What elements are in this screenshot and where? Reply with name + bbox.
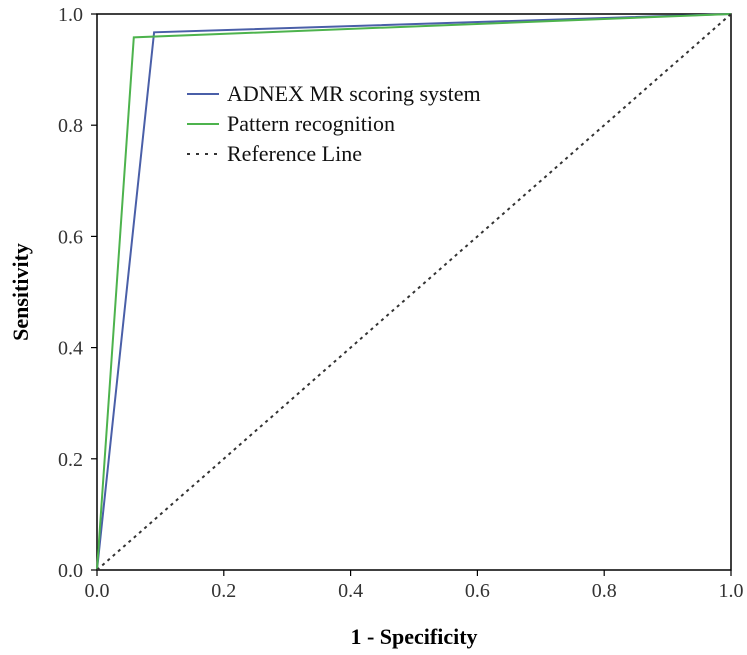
legend-label-1: ADNEX MR scoring system — [227, 81, 481, 106]
x-axis-ticks: 0.0 0.2 0.4 0.6 0.8 1.0 — [85, 570, 744, 602]
x-tick-label: 0.0 — [85, 580, 110, 602]
series-line-2 — [96, 13, 732, 571]
series-layer — [96, 13, 732, 571]
x-tick-label: 0.4 — [338, 580, 363, 602]
y-axis-title: Sensitivity — [8, 243, 33, 341]
y-axis-ticks: 0.0 0.2 0.4 0.6 0.8 1.0 — [58, 4, 97, 582]
legend-label-2: Pattern recognition — [227, 111, 395, 136]
series-line-1 — [96, 13, 732, 571]
x-tick-label: 1.0 — [719, 580, 744, 602]
x-tick-label: 0.2 — [211, 580, 236, 602]
y-tick-label: 0.8 — [58, 115, 83, 137]
x-axis-title: 1 - Specificity — [350, 624, 477, 649]
series-line-3 — [96, 13, 732, 571]
y-tick-label: 1.0 — [58, 4, 83, 26]
x-tick-label: 0.6 — [465, 580, 490, 602]
y-tick-label: 0.6 — [58, 226, 83, 248]
y-tick-label: 0.2 — [58, 449, 83, 471]
x-tick-label: 0.8 — [592, 580, 617, 602]
y-tick-label: 0.4 — [58, 338, 83, 360]
legend: ADNEX MR scoring system Pattern recogniti… — [187, 81, 481, 166]
legend-label-3: Reference Line — [227, 141, 362, 166]
y-tick-label: 0.0 — [58, 560, 83, 582]
